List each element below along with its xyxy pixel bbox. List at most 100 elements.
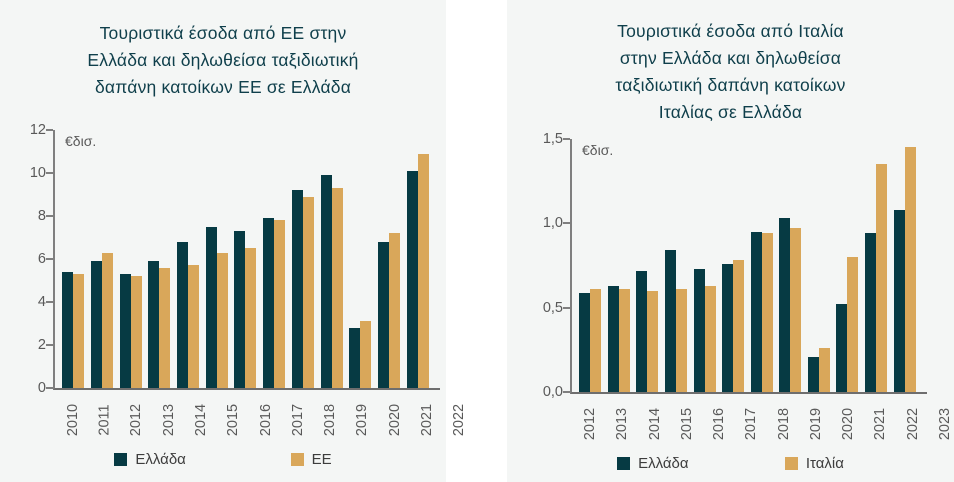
- bar-group-2020: [805, 139, 834, 392]
- x-axis-year-label: 2011: [89, 390, 120, 450]
- y-axis-tick-mark: [46, 258, 53, 260]
- bar-group-2021: [375, 130, 404, 388]
- x-axis-year-text: 2015: [225, 403, 242, 437]
- y-axis-tick-mark: [46, 215, 53, 217]
- x-axis-year-text: 2012: [128, 403, 145, 437]
- x-axis-labels: 2012 2013 2014 2015 2016 2017 2018 2019 2020 2021…: [570, 394, 953, 454]
- x-axis-year-text: 2017: [289, 403, 306, 437]
- legend-label: Ελλάδα: [638, 455, 689, 472]
- y-axis-tick-label: 10: [29, 165, 46, 181]
- legend-swatch-ΕΕ: [290, 453, 304, 466]
- x-axis-year-label: 2021: [864, 394, 896, 454]
- bar-ΕΕ-2015: [216, 252, 228, 388]
- bar-ΕΕ-2013: [159, 267, 171, 388]
- bar-ΕΕ-2012: [130, 276, 142, 388]
- y-axis-tick-label: 1,5: [542, 131, 563, 147]
- x-axis-year-label: 2017: [282, 390, 314, 450]
- legend: Ελλάδα ΕΕ: [0, 451, 446, 468]
- bar-Ιταλία-2017: [733, 260, 745, 392]
- y-axis-tick-label: 8: [37, 208, 46, 224]
- x-axis-year-text: 2022: [451, 403, 468, 437]
- bar-ΕΕ-2020: [360, 321, 372, 388]
- bar-group-2022: [403, 130, 432, 388]
- y-axis-tick-mark: [563, 391, 570, 393]
- x-axis-year-text: 2016: [711, 407, 728, 441]
- chart-title: Τουριστικά έσοδα από ΕΕ στην Ελλάδα και …: [87, 23, 359, 97]
- y-axis-tick-label: 6: [37, 251, 46, 267]
- bar-group-2017: [260, 130, 289, 388]
- y-axis-tick-label: 2: [37, 337, 46, 353]
- bar-ΕΕ-2019: [331, 188, 343, 388]
- bar-Ιταλία-2013: [618, 289, 630, 392]
- bar-Ελλάδα-2015: [665, 250, 677, 392]
- bars-container: [572, 139, 927, 392]
- bar-ΕΕ-2014: [188, 265, 200, 388]
- unit-label: €δισ.: [582, 142, 614, 158]
- chart-panel-eu: Τουριστικά έσοδα από ΕΕ στην Ελλάδα και …: [0, 0, 467, 482]
- bar-Ελλάδα-2023: [893, 209, 905, 392]
- bar-group-2023: [890, 139, 919, 392]
- bar-Ελλάδα-2018: [291, 190, 303, 388]
- x-axis-year-text: 2021: [872, 407, 889, 441]
- bar-Ελλάδα-2016: [693, 268, 705, 392]
- x-axis-year-text: 2016: [257, 403, 274, 437]
- x-axis-year-label: 2018: [314, 390, 346, 450]
- bar-ΕΕ-2010: [73, 274, 85, 388]
- bar-group-2016: [231, 130, 260, 388]
- x-axis-year-text: 2014: [646, 407, 663, 441]
- legend-swatch-Ελλάδα: [617, 457, 631, 470]
- bar-group-2014: [633, 139, 662, 392]
- bar-Ιταλία-2014: [647, 290, 659, 392]
- bar-Ελλάδα-2022: [406, 170, 418, 388]
- legend-swatch-Ιταλία: [784, 457, 798, 470]
- panel-divider: [446, 0, 507, 482]
- y-axis-tick-label: 0,5: [542, 299, 563, 316]
- x-axis-year-label: 2022: [443, 390, 475, 450]
- x-axis-year-text: 2020: [840, 407, 857, 441]
- bar-group-2017: [719, 139, 748, 392]
- x-axis-year-label: 2018: [768, 394, 800, 454]
- x-axis-year-label: 2021: [411, 390, 443, 450]
- bar-group-2018: [747, 139, 776, 392]
- bar-group-2013: [145, 130, 174, 388]
- legend-label: Ελλάδα: [135, 451, 186, 468]
- x-axis-year-text: 2012: [582, 407, 599, 441]
- x-axis-year-label: 2020: [379, 390, 411, 450]
- x-axis-year-label: 2019: [346, 390, 378, 450]
- y-axis-tick-label: 4: [37, 294, 46, 310]
- x-axis-year-label: 2010: [57, 390, 89, 450]
- bar-group-2012: [116, 130, 145, 388]
- legend-item-ΕΕ: ΕΕ: [290, 451, 332, 468]
- bar-Ελλάδα-2021: [836, 304, 848, 392]
- bar-Ελλάδα-2012: [119, 274, 131, 388]
- x-axis-year-label: 2013: [606, 394, 638, 454]
- y-axis-tick-mark: [563, 222, 570, 225]
- x-axis-year-label: 2015: [217, 390, 249, 450]
- x-axis-labels: 2010 2011 2012 2013 2014 2015 2016 2017 2018 2019…: [53, 390, 467, 450]
- bar-Ελλάδα-2013: [607, 285, 619, 392]
- y-axis-tick-mark: [46, 301, 53, 303]
- y-axis-tick-label: 1,0: [542, 215, 563, 232]
- bar-group-2012: [576, 139, 605, 392]
- plot-area: €δισ. 0,0 0,5 1,0 1,5: [543, 131, 927, 400]
- bar-Ιταλία-2016: [704, 285, 716, 392]
- bar-group-2021: [833, 139, 862, 392]
- bar-Ελλάδα-2018: [750, 231, 762, 392]
- x-axis-year-label: 2019: [800, 394, 832, 454]
- bars-container: [55, 130, 440, 388]
- legend-swatch-Ελλάδα: [114, 453, 128, 466]
- bar-Ελλάδα-2019: [779, 218, 791, 392]
- y-axis-tick-mark: [46, 387, 53, 389]
- bar-Ελλάδα-2015: [205, 226, 217, 388]
- bar-Ιταλία-2015: [676, 289, 688, 392]
- bar-group-2010: [59, 130, 88, 388]
- bar-Ελλάδα-2017: [722, 263, 734, 392]
- y-axis-tick-mark: [46, 172, 53, 174]
- x-axis-year-label: 2015: [671, 394, 703, 454]
- chart-title: Τουριστικά έσοδα από Ιταλία στην Ελλάδα …: [615, 21, 846, 122]
- bar-Ελλάδα-2017: [263, 218, 275, 388]
- legend-label: Ιταλία: [805, 455, 844, 472]
- x-axis-year-label: 2017: [735, 394, 767, 454]
- bar-Ιταλία-2012: [590, 289, 602, 392]
- x-axis-year-label: 2023: [929, 394, 954, 454]
